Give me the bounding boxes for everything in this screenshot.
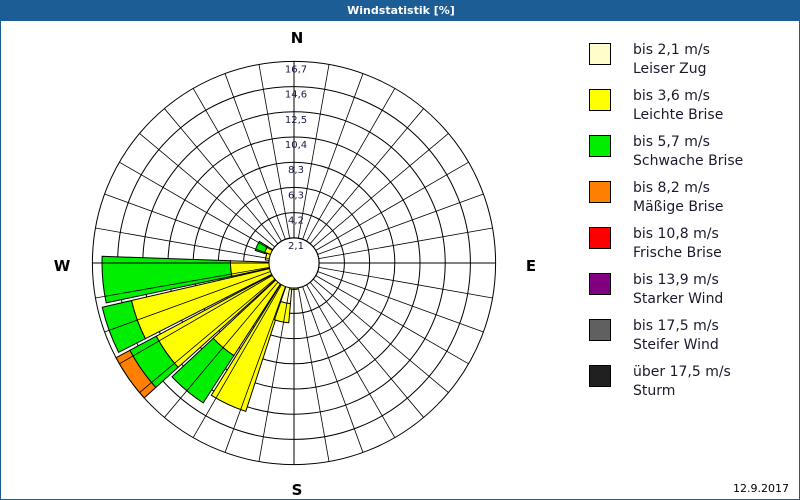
legend-name: Leiser Zug [633, 61, 707, 77]
radial-tick-label: 4,2 [288, 216, 304, 227]
legend-item-frische-brise: bis 10,8 m/s Frische Brise [589, 226, 789, 273]
window-title: Windstatistik [%] [1, 1, 800, 21]
legend-swatch [589, 43, 611, 65]
legend-speed: bis 5,7 m/s [633, 134, 710, 150]
legend-name: Frische Brise [633, 245, 722, 261]
radial-tick-label: 8,3 [288, 165, 304, 176]
radial-tick-label: 2,1 [288, 241, 304, 252]
legend-name: Steifer Wind [633, 337, 719, 353]
legend-speed: bis 2,1 m/s [633, 42, 710, 58]
legend-speed: bis 10,8 m/s [633, 226, 719, 242]
legend-name: Starker Wind [633, 291, 724, 307]
legend-swatch [589, 89, 611, 111]
radial-tick-label: 6,3 [288, 190, 304, 201]
legend: bis 2,1 m/s Leiser Zug bis 3,6 m/s Leichte… [589, 42, 789, 411]
polar-spokes [92, 61, 496, 465]
legend-speed: bis 8,2 m/s [633, 180, 710, 196]
legend-item-sturm: über 17,5 m/s Sturm [589, 364, 789, 411]
radial-tick-label: 14,6 [285, 90, 307, 101]
legend-item-leiser-zug: bis 2,1 m/s Leiser Zug [589, 42, 789, 89]
legend-item-steifer-wind: bis 17,5 m/s Steifer Wind [589, 318, 789, 365]
radial-tick-label: 16,7 [285, 64, 307, 75]
wind-rose-chart: 2,1 4,2 6,3 8,3 10,4 12,5 14,6 16,7 N E S W [54, 29, 536, 499]
west-label: W [54, 257, 71, 275]
legend-swatch [589, 135, 611, 157]
legend-item-maessige-brise: bis 8,2 m/s Mäßige Brise [589, 180, 789, 227]
legend-speed: über 17,5 m/s [633, 364, 731, 380]
radial-tick-label: 12,5 [285, 115, 307, 126]
legend-swatch [589, 273, 611, 295]
legend-item-leichte-brise: bis 3,6 m/s Leichte Brise [589, 88, 789, 135]
legend-item-starker-wind: bis 13,9 m/s Starker Wind [589, 272, 789, 319]
east-label: E [526, 257, 536, 275]
date-stamp: 12.9.2017 [733, 482, 789, 495]
legend-name: Schwache Brise [633, 153, 744, 169]
legend-speed: bis 17,5 m/s [633, 318, 719, 334]
radial-tick-labels: 2,1 4,2 6,3 8,3 10,4 12,5 14,6 16,7 [285, 64, 307, 251]
legend-item-schwache-brise: bis 5,7 m/s Schwache Brise [589, 134, 789, 181]
center-hole [268, 237, 320, 289]
legend-swatch [589, 319, 611, 341]
legend-swatch [589, 227, 611, 249]
north-label: N [291, 29, 304, 47]
wind-wedges [101, 240, 298, 412]
legend-name: Mäßige Brise [633, 199, 724, 215]
legend-name: Leichte Brise [633, 107, 724, 123]
south-label: S [292, 481, 303, 499]
legend-name: Sturm [633, 383, 676, 399]
radial-tick-label: 10,4 [285, 140, 307, 151]
legend-speed: bis 3,6 m/s [633, 88, 710, 104]
legend-swatch [589, 365, 611, 387]
legend-swatch [589, 181, 611, 203]
legend-speed: bis 13,9 m/s [633, 272, 719, 288]
